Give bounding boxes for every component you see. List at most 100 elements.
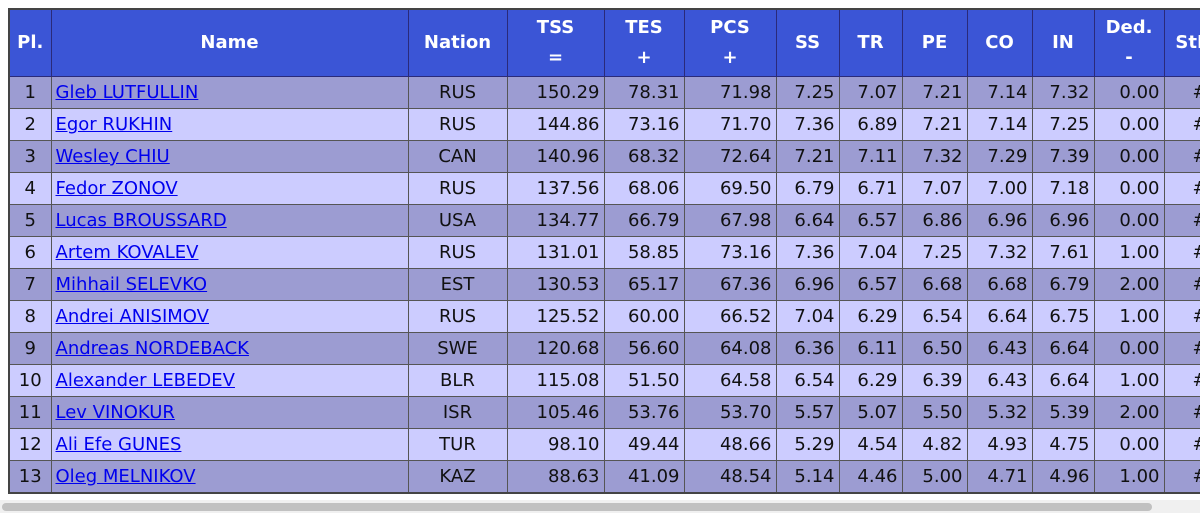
- cell: 0.00: [1093, 76, 1165, 109]
- skater-link[interactable]: Andrei ANISIMOV: [55, 306, 209, 327]
- skater-link[interactable]: Lev VINOKUR: [55, 402, 175, 423]
- cell: 6.79: [1031, 268, 1095, 301]
- cell: 5.14: [775, 460, 840, 494]
- column-header: SS: [775, 8, 840, 77]
- cell: Artem KOVALEV: [50, 236, 409, 269]
- cell: 60.00: [603, 300, 685, 333]
- cell: 4.96: [1031, 460, 1095, 494]
- cell: 5.29: [775, 428, 840, 461]
- cell: Lev VINOKUR: [50, 396, 409, 429]
- result-row: 5 Lucas BROUSSARD USA 134.77 66.79 67.98 6.64 6…: [8, 204, 1200, 237]
- column-label: PCS: [710, 17, 750, 38]
- cell: 8: [8, 300, 52, 333]
- cell: 98.10: [506, 428, 605, 461]
- cell: 5.50: [901, 396, 968, 429]
- cell: 11: [8, 396, 52, 429]
- cell: 6.96: [1031, 204, 1095, 237]
- cell: 88.63: [506, 460, 605, 494]
- cell: 67.36: [683, 268, 777, 301]
- cell: 7.39: [1031, 140, 1095, 173]
- cell: 6.36: [775, 332, 840, 365]
- column-header: TSS =: [506, 8, 605, 77]
- cell: 71.70: [683, 108, 777, 141]
- skater-link[interactable]: Artem KOVALEV: [55, 242, 199, 263]
- cell: 7.11: [838, 140, 903, 173]
- cell: Egor RUKHIN: [50, 108, 409, 141]
- cell: #9: [1163, 204, 1200, 237]
- skater-link[interactable]: Andreas NORDEBACK: [55, 338, 249, 359]
- cell: CAN: [407, 140, 508, 173]
- cell: 66.79: [603, 204, 685, 237]
- cell: 140.96: [506, 140, 605, 173]
- cell: 4.75: [1031, 428, 1095, 461]
- cell: 1.00: [1093, 460, 1165, 494]
- cell: 4.54: [838, 428, 903, 461]
- column-header: IN: [1031, 8, 1095, 77]
- cell: 6.64: [966, 300, 1033, 333]
- cell: 13: [8, 460, 52, 494]
- skater-link[interactable]: Wesley CHIU: [55, 146, 170, 167]
- column-header: TES +: [603, 8, 685, 77]
- cell: 73.16: [603, 108, 685, 141]
- cell: Ali Efe GUNES: [50, 428, 409, 461]
- cell: 65.17: [603, 268, 685, 301]
- cell: 58.85: [603, 236, 685, 269]
- cell: 0.00: [1093, 428, 1165, 461]
- skater-link[interactable]: Fedor ZONOV: [55, 178, 178, 199]
- cell: 0.00: [1093, 204, 1165, 237]
- cell: 56.60: [603, 332, 685, 365]
- cell: Fedor ZONOV: [50, 172, 409, 205]
- skater-link[interactable]: Mihhail SELEVKO: [55, 274, 208, 295]
- cell: Alexander LEBEDEV: [50, 364, 409, 397]
- skater-link[interactable]: Alexander LEBEDEV: [55, 370, 235, 391]
- cell: Gleb LUTFULLIN: [50, 76, 409, 109]
- cell: #1: [1163, 268, 1200, 301]
- cell: 6.43: [966, 364, 1033, 397]
- cell: 130.53: [506, 268, 605, 301]
- cell: 10: [8, 364, 52, 397]
- cell: 64.08: [683, 332, 777, 365]
- scrollbar-thumb[interactable]: [2, 503, 1152, 511]
- cell: 7.32: [1031, 76, 1095, 109]
- cell: 6.64: [1031, 364, 1095, 397]
- cell: 7.25: [901, 236, 968, 269]
- skater-link[interactable]: Egor RUKHIN: [55, 114, 173, 135]
- cell: 6.11: [838, 332, 903, 365]
- cell: 73.16: [683, 236, 777, 269]
- cell: 64.58: [683, 364, 777, 397]
- cell: RUS: [407, 300, 508, 333]
- cell: 6.64: [1031, 332, 1095, 365]
- cell: 48.66: [683, 428, 777, 461]
- cell: #1: [1163, 236, 1200, 269]
- horizontal-scrollbar[interactable]: [0, 500, 1200, 513]
- result-row: 10 Alexander LEBEDEV BLR 115.08 51.50 64.58 6.…: [8, 364, 1200, 397]
- skater-link[interactable]: Lucas BROUSSARD: [55, 210, 227, 231]
- cell: Andreas NORDEBACK: [50, 332, 409, 365]
- skater-link[interactable]: Oleg MELNIKOV: [55, 466, 196, 487]
- skater-link[interactable]: Gleb LUTFULLIN: [55, 82, 199, 103]
- cell: 69.50: [683, 172, 777, 205]
- cell: 2: [8, 108, 52, 141]
- cell: KAZ: [407, 460, 508, 494]
- column-header: Ded. -: [1093, 8, 1165, 77]
- result-row: 9 Andreas NORDEBACK SWE 120.68 56.60 64.08 6.3…: [8, 332, 1200, 365]
- cell: 105.46: [506, 396, 605, 429]
- cell: #7: [1163, 364, 1200, 397]
- cell: 1.00: [1093, 236, 1165, 269]
- cell: 6.57: [838, 204, 903, 237]
- cell: 134.77: [506, 204, 605, 237]
- cell: 1.00: [1093, 364, 1165, 397]
- cell: RUS: [407, 236, 508, 269]
- cell: 115.08: [506, 364, 605, 397]
- cell: 7: [8, 268, 52, 301]
- cell: USA: [407, 204, 508, 237]
- cell: ISR: [407, 396, 508, 429]
- column-header: Nation: [407, 8, 508, 77]
- cell: 1: [8, 76, 52, 109]
- cell: 7.32: [966, 236, 1033, 269]
- cell: 7.36: [775, 236, 840, 269]
- cell: BLR: [407, 364, 508, 397]
- cell: Oleg MELNIKOV: [50, 460, 409, 494]
- skater-link[interactable]: Ali Efe GUNES: [55, 434, 182, 455]
